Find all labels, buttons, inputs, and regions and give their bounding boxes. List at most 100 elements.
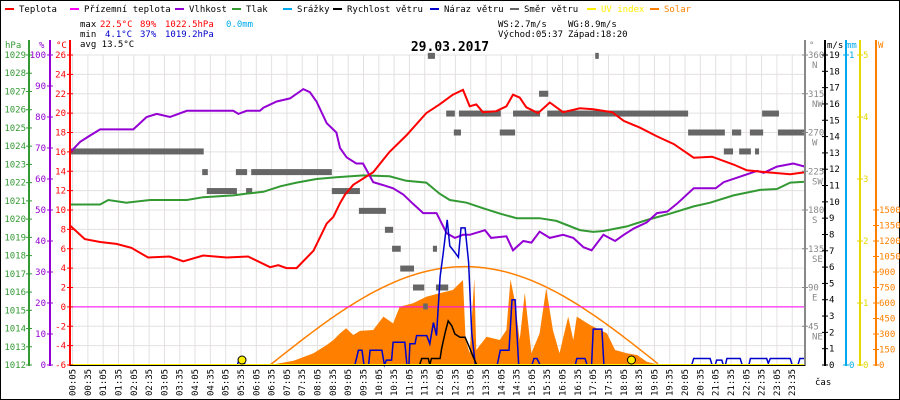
pressure-tick-label: 1028 [4, 69, 26, 79]
wind-direction-mark [423, 303, 428, 310]
x-axis-labels: 00:05 00:35 01:05 01:35 02:05 02:35 03:05 03:35… [69, 369, 799, 396]
wind-direction-mark [732, 129, 742, 136]
wind-direction-mark [762, 110, 779, 117]
plot-area [69, 52, 806, 368]
temperature-tick-label: 20 [55, 109, 66, 119]
wind-direction-mark [427, 52, 435, 59]
max-temp: 22.5°C [100, 20, 133, 30]
x-tick-label: 03:35 [176, 369, 186, 396]
x-tick-label: 10:05 [375, 369, 385, 396]
wind-direction-mark [432, 245, 437, 252]
wind-direction-mark [202, 169, 208, 176]
solar-tick-label: 300 [879, 330, 895, 340]
wind-direction-mark [235, 169, 248, 176]
sunrise-marker [237, 355, 247, 365]
humidity-tick-label: 60 [35, 175, 46, 185]
wind-direction-mark [435, 284, 449, 291]
humidity-tick-label: 70 [35, 144, 46, 154]
temperature-tick-label: 8 [61, 225, 66, 235]
temperature-tick-label: 2 [61, 284, 66, 294]
solar-tick-label: 1350 [879, 222, 900, 232]
wind-direction-mark [453, 129, 461, 136]
pressure-tick-label: 1026 [4, 106, 26, 116]
min-label: min [80, 30, 96, 40]
x-tick-label: 22:35 [758, 369, 768, 396]
x-tick-label: 14:35 [513, 369, 523, 396]
wind-tick-label: 8 [829, 230, 834, 240]
direction-compass-label: SE [812, 255, 823, 265]
wind-tick-label: 16 [829, 100, 840, 110]
x-tick-label: 16:35 [574, 369, 584, 396]
wind-direction-mark [739, 148, 751, 155]
solar-tick-label: 150 [879, 346, 895, 356]
x-tick-label: 06:35 [268, 369, 278, 396]
x-tick-label: 08:35 [329, 369, 339, 396]
direction-tick-label: 225 [808, 167, 824, 177]
wind-direction-mark [446, 110, 455, 117]
wind-direction-mark [331, 188, 360, 195]
min-temp: 4.1°C [105, 30, 132, 40]
pressure-tick-label: 1016 [4, 288, 26, 298]
solar-tick-label: 1200 [879, 237, 900, 247]
wind-tick-label: 15 [829, 116, 840, 126]
x-tick-label: 07:35 [298, 369, 308, 396]
temperature-tick-label: -4 [55, 342, 66, 352]
x-tick-label: 01:35 [114, 369, 124, 396]
pressure-tick-label: 1017 [4, 270, 26, 280]
x-tick-label: 16:05 [559, 369, 569, 396]
wind-direction-mark [358, 207, 386, 214]
legend-label: Vlhkost [189, 5, 227, 15]
x-tick-label: 07:05 [283, 369, 293, 396]
temperature-tick-label: 4 [61, 264, 66, 274]
temperature-tick-label: -2 [55, 322, 66, 332]
temperature-tick-label: 0 [61, 303, 66, 313]
pressure-tick-label: 1020 [4, 215, 26, 225]
x-tick-label: 13:35 [482, 369, 492, 396]
wind-tick-label: 14 [829, 133, 840, 143]
pressure-tick-label: 1025 [4, 124, 26, 134]
wind-direction-mark [458, 110, 501, 117]
chart-title: 29.03.2017 [411, 40, 489, 55]
wind-tick-label: 18 [829, 67, 840, 77]
humidity-tick-label: 50 [35, 206, 46, 216]
direction-tick-label: 180 [808, 206, 824, 216]
x-tick-label: 12:05 [436, 369, 446, 396]
x-tick-label: 15:35 [543, 369, 553, 396]
humidity-tick-label: 40 [35, 237, 46, 247]
wind-direction-mark [392, 245, 401, 252]
temperature-axis-unit: °C [56, 41, 67, 51]
uv-tick-label: 5 [863, 51, 868, 61]
wind-direction-mark [513, 110, 541, 117]
sunset-marker [626, 355, 636, 365]
x-tick-label: 02:35 [145, 369, 155, 396]
max-humidity: 89% [140, 20, 157, 30]
x-tick-label: 10:35 [390, 369, 400, 396]
x-tick-label: 23:05 [773, 369, 783, 396]
solar-tick-label: 1500 [879, 206, 900, 216]
x-tick-label: 00:35 [84, 369, 94, 396]
wind-tick-label: 12 [829, 165, 840, 175]
x-tick-label: 13:05 [467, 369, 477, 396]
wind-tick-label: 0 [829, 361, 834, 371]
wind-direction-mark [547, 110, 689, 117]
temperature-tick-label: 6 [61, 245, 66, 255]
rain-tick-label: 1 [849, 51, 854, 61]
avg-temp: avg 13.5°C [80, 40, 134, 50]
wind-tick-label: 7 [829, 247, 834, 257]
x-tick-label: 15:05 [528, 369, 538, 396]
pressure-tick-label: 1013 [4, 343, 26, 353]
wind-tick-label: 6 [829, 263, 834, 273]
wind-direction-mark [539, 90, 549, 97]
wind-direction-mark [400, 265, 415, 272]
sunrise-time: Východ:05:37 [498, 30, 563, 40]
uv-tick-label: 1 [863, 299, 868, 309]
x-tick-label: 12:35 [451, 369, 461, 396]
uv-tick-label: 0 [863, 361, 868, 371]
legend-label: Rychlost větru [347, 5, 423, 15]
humidity-axis-unit: % [39, 41, 45, 51]
direction-tick-label: 360 [808, 51, 824, 61]
legend-label: Náraz větru [444, 5, 504, 15]
humidity-tick-label: 0 [41, 361, 46, 371]
solar-clear-sky-line [269, 265, 659, 366]
